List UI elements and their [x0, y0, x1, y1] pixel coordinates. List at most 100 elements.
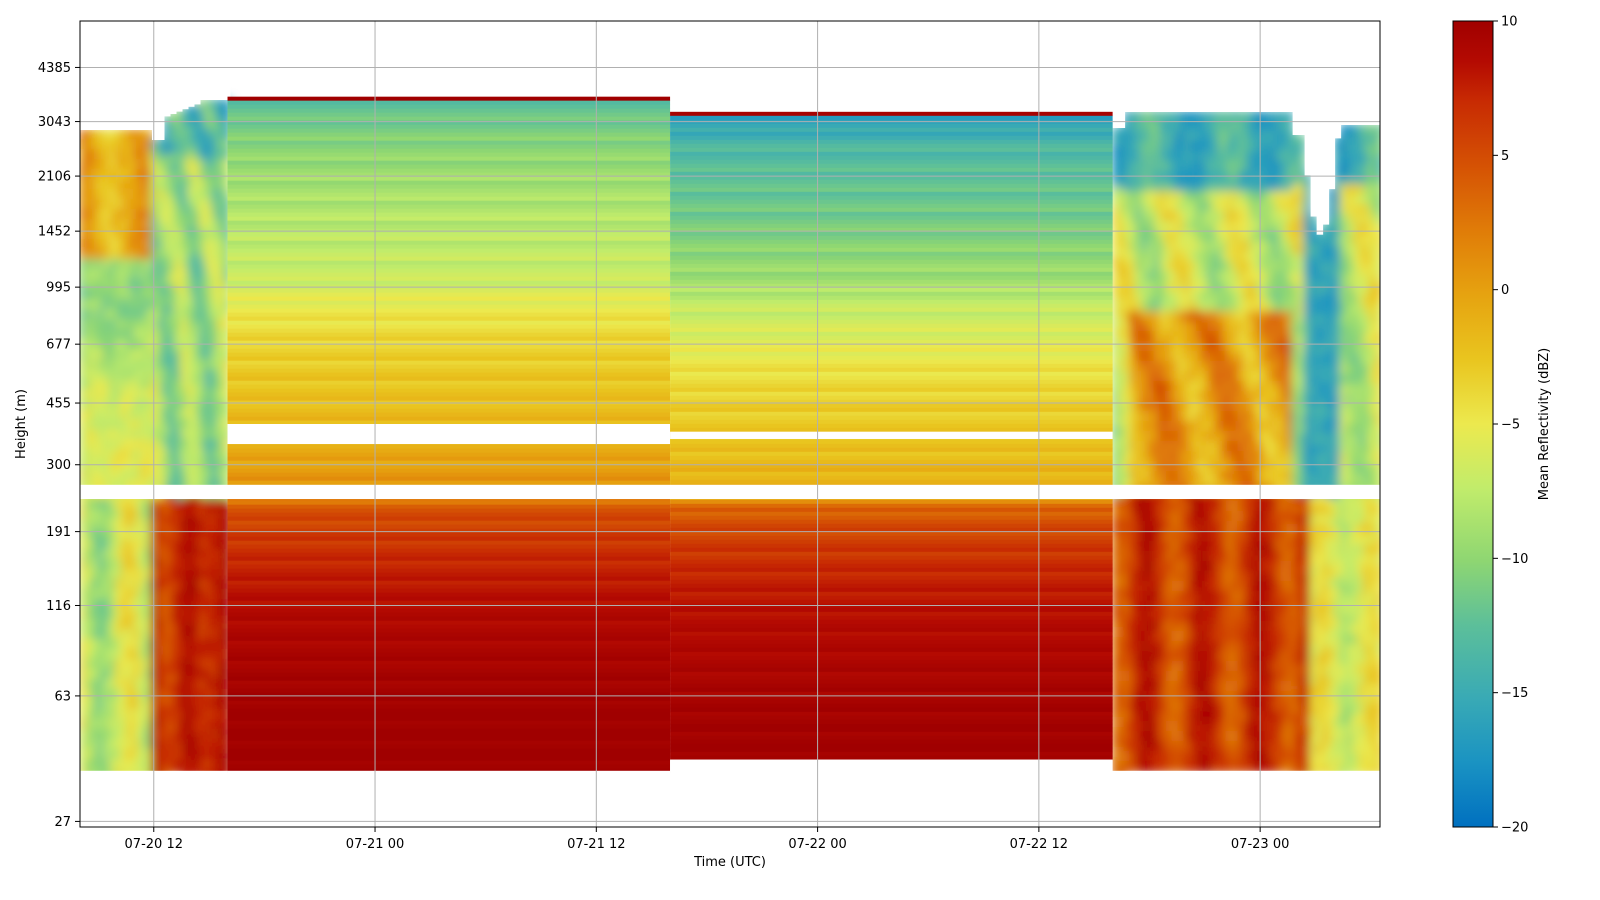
turbulence-cell: [169, 683, 177, 695]
turbulence-cell: [85, 379, 93, 391]
turbulence-cell: [127, 229, 135, 241]
segment-2-band: [670, 171, 1113, 177]
turbulence-cell: [1213, 641, 1222, 653]
turbulence-cell: [1303, 404, 1312, 417]
turbulence-cell: [199, 279, 207, 291]
segment-1-band: [227, 352, 671, 358]
turbulence-cell: [145, 579, 153, 591]
turbulence-top-blank: [1112, 21, 1120, 128]
turbulence-cell: [1207, 431, 1216, 443]
turbulence-cell: [85, 689, 93, 701]
turbulence-cell: [1159, 731, 1168, 743]
turbulence-cell: [1183, 711, 1192, 723]
turbulence-cell: [1183, 471, 1192, 483]
turbulence-cell: [1249, 551, 1258, 563]
turbulence-cell: [1261, 501, 1270, 513]
turbulence-cell: [1207, 521, 1216, 533]
turbulence-cell: [1213, 691, 1222, 703]
turbulence-cell: [1153, 131, 1162, 143]
turbulence-cell: [1255, 351, 1264, 363]
turbulence-cell: [1309, 425, 1318, 438]
turbulence-cell: [1225, 251, 1234, 263]
turbulence-cell: [211, 559, 219, 571]
turbulence-cell: [1147, 731, 1156, 743]
turbulence-cell: [1117, 707, 1126, 719]
turbulence-cell: [1183, 301, 1192, 313]
segment-1-band: [227, 180, 671, 186]
turbulence-cell: [1231, 501, 1240, 513]
turbulence-cell: [80, 329, 87, 341]
turbulence-cell: [1219, 531, 1228, 543]
turbulence-cell: [1159, 231, 1168, 243]
turbulence-cell: [1339, 424, 1348, 436]
turbulence-cell: [1339, 254, 1348, 266]
turbulence-cell: [91, 629, 99, 641]
turbulence-cell: [157, 149, 165, 161]
turbulence-cell: [145, 429, 153, 441]
turbulence-cell: [109, 689, 117, 701]
turbulence-cell: [1159, 381, 1168, 393]
turbulence-cell: [1273, 341, 1282, 353]
turbulence-top-blank: [200, 21, 207, 100]
turbulence-cell: [1189, 621, 1198, 633]
turbulence-cell: [169, 753, 177, 765]
turbulence-cell: [211, 709, 219, 721]
turbulence-cell: [121, 569, 129, 581]
turbulence-cell: [217, 499, 225, 511]
turbulence-cell: [1369, 354, 1378, 366]
turbulence-cell: [205, 689, 213, 701]
turbulence-cell: [1117, 697, 1126, 709]
turbulence-cell: [1219, 461, 1228, 473]
turbulence-top-blank: [1328, 21, 1336, 190]
segment-1-band: [227, 704, 671, 710]
turbulence-cell: [1369, 194, 1378, 206]
turbulence-cell: [1213, 411, 1222, 423]
turbulence-cell: [1339, 674, 1348, 686]
segment-2-band: [670, 631, 1113, 637]
turbulence-cell: [1309, 355, 1318, 368]
turbulence-cell: [223, 439, 231, 451]
turbulence-cell: [1351, 704, 1360, 716]
turbulence-cell: [187, 515, 195, 528]
turbulence-cell: [1201, 181, 1210, 193]
turbulence-cell: [1285, 531, 1294, 543]
turbulence-cell: [1357, 674, 1366, 686]
turbulence-cell: [1147, 601, 1156, 613]
turbulence-cell: [1165, 421, 1174, 433]
turbulence-cell: [205, 119, 213, 131]
turbulence-cell: [121, 129, 129, 141]
turbulence-cell: [1297, 264, 1306, 276]
turbulence-cell: [1357, 744, 1366, 756]
turbulence-cell: [199, 139, 207, 151]
turbulence-cell: [157, 739, 165, 751]
turbulence-cell: [1159, 571, 1168, 583]
turbulence-cell: [121, 659, 129, 671]
turbulence-cell: [1147, 181, 1156, 193]
turbulence-cell: [127, 529, 135, 541]
turbulence-top-blank: [1268, 21, 1276, 112]
turbulence-cell: [103, 329, 111, 341]
turbulence-cell: [1141, 661, 1150, 673]
turbulence-cell: [1201, 701, 1210, 713]
turbulence-cell: [97, 349, 105, 361]
turbulence-cell: [1303, 584, 1312, 597]
turbulence-cell: [1273, 471, 1282, 483]
turbulence-cell: [1177, 361, 1186, 373]
turbulence-cell: [80, 439, 87, 451]
turbulence-cell: [1237, 711, 1246, 723]
turbulence-cell: [145, 159, 153, 171]
turbulence-cell: [157, 319, 165, 331]
turbulence-cell: [217, 219, 225, 231]
turbulence-cell: [1135, 581, 1144, 593]
turbulence-cell: [1345, 384, 1354, 396]
turbulence-cell: [139, 679, 147, 691]
turbulence-cell: [1225, 461, 1234, 473]
turbulence-cell: [187, 555, 195, 568]
turbulence-cell: [1255, 231, 1264, 243]
turbulence-cell: [1153, 431, 1162, 443]
turbulence-cell: [1183, 291, 1192, 303]
turbulence-cell: [205, 669, 213, 681]
segment-1-band: [227, 576, 671, 582]
turbulence-cell: [1285, 351, 1294, 363]
turbulence-cell: [187, 565, 195, 578]
